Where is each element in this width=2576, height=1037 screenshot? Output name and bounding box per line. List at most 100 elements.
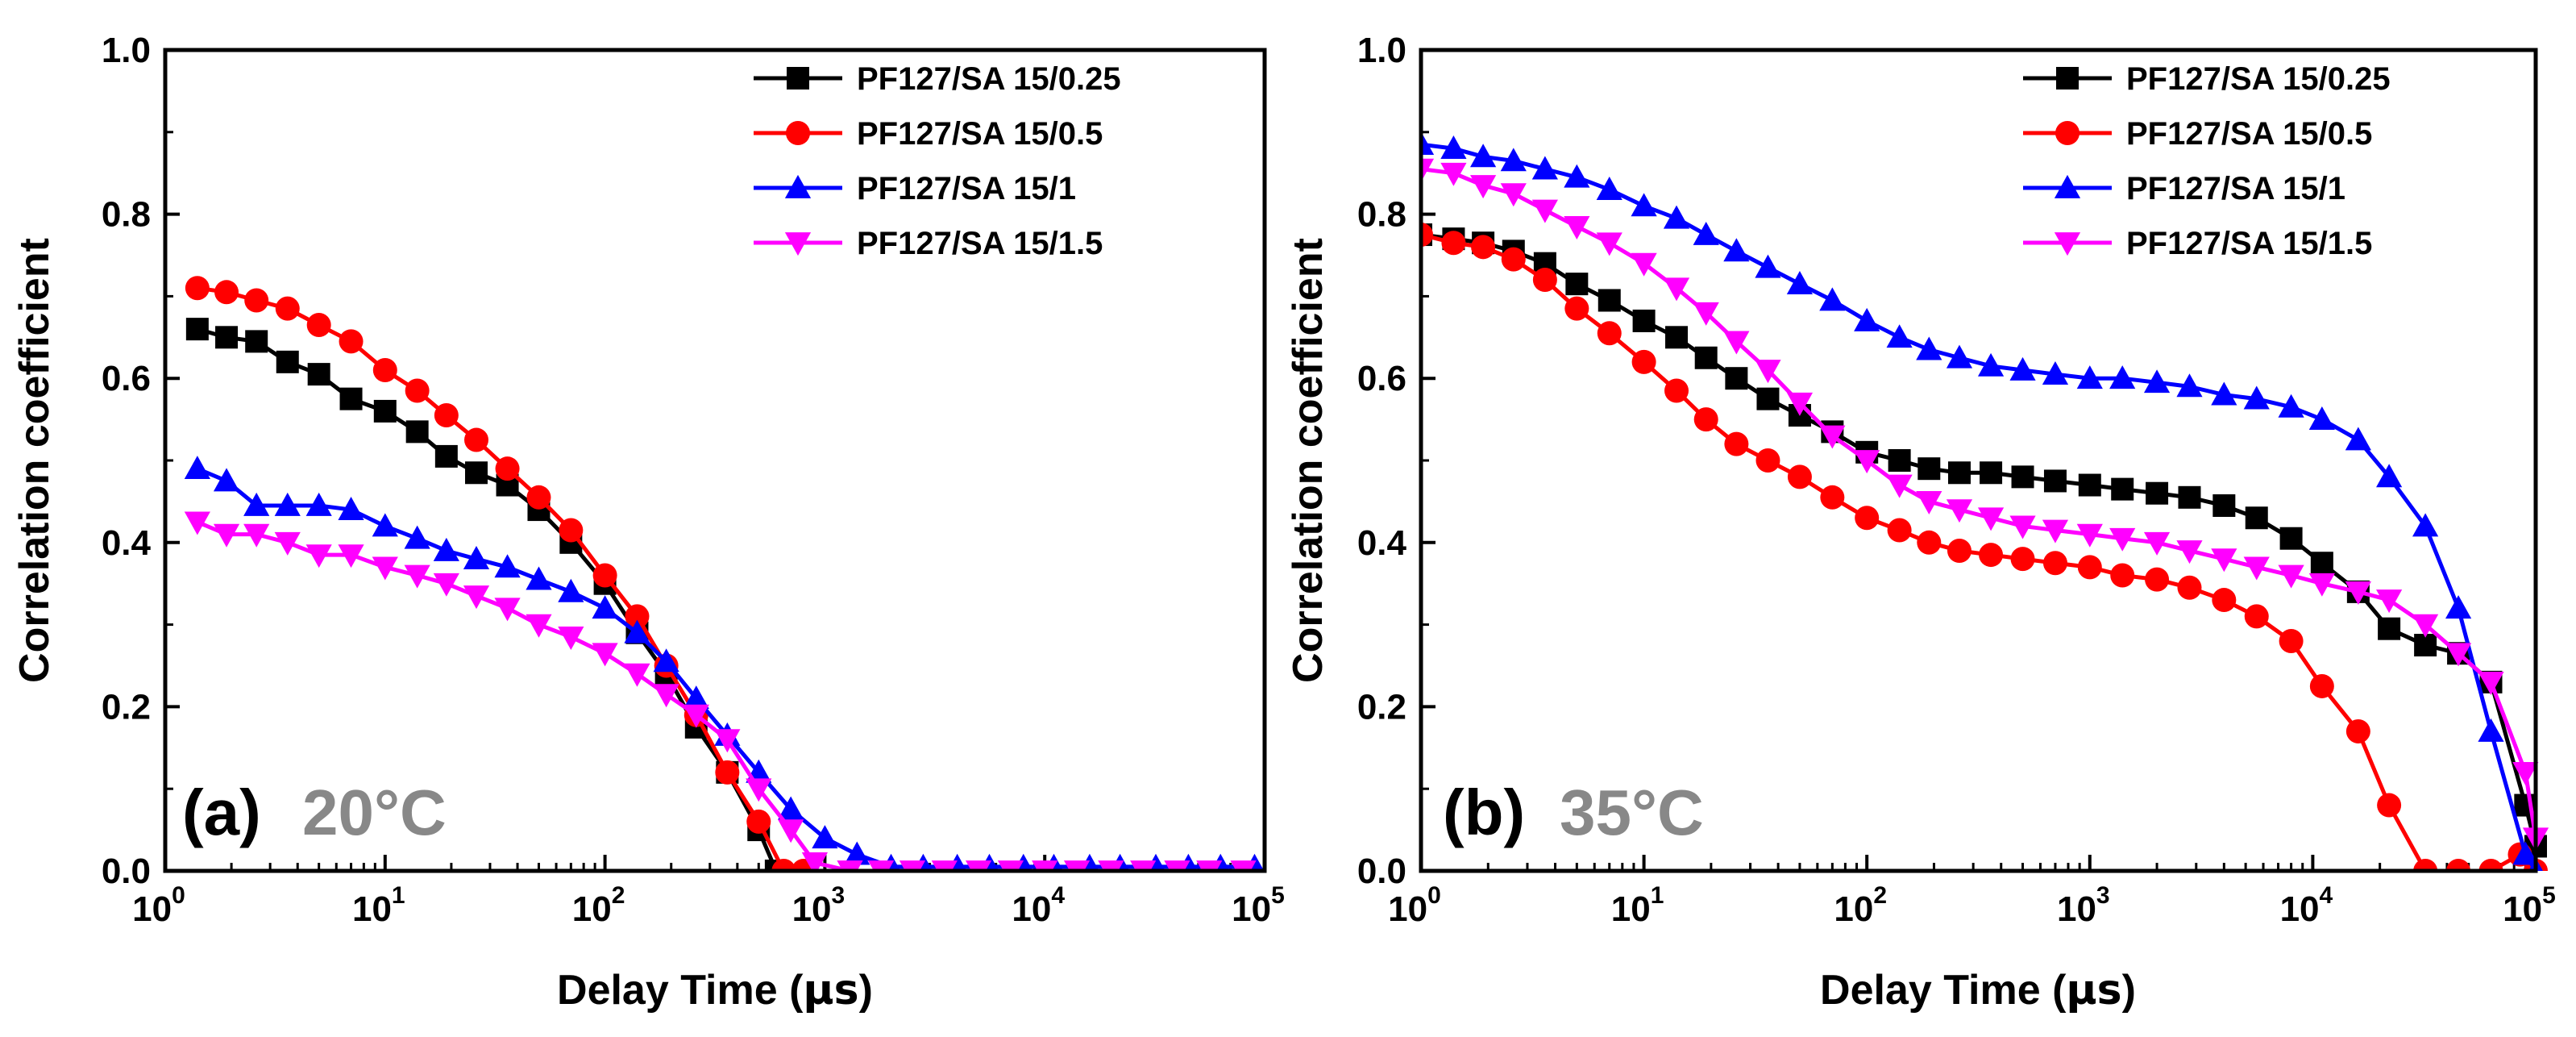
panel-b-series-1-point (1598, 289, 1621, 312)
panel-b-ytick-label: 0.6 (1357, 359, 1406, 398)
panel-a-series-2-point (495, 456, 520, 481)
panel-b-series-2-point (1664, 378, 1689, 403)
panel-b-series-3-point (1470, 144, 1497, 168)
panel-a-series-1-point (185, 318, 209, 341)
panel-b-series-1-point (2245, 506, 2268, 530)
panel-b-series-2-point (1631, 349, 1656, 374)
panel-b-series-4-point (1886, 474, 1913, 498)
panel-a-series-3-point (184, 456, 210, 480)
panel-b-xtick-label: 104 (2280, 882, 2333, 929)
panel-a-series-4-point (526, 614, 552, 638)
panel-a-series-4-point (463, 585, 490, 610)
panel-a-series-4-point (746, 778, 772, 802)
panel-a-legend-item: PF127/SA 15/1.5 (754, 226, 1103, 261)
panel-b-series-4-point (2445, 643, 2472, 667)
panel-a-series-4-point (683, 704, 709, 728)
panel-b-series-4-point (1693, 302, 1719, 326)
panel-b-series-3-point (2211, 381, 2237, 406)
panel-a-legend-item: PF127/SA 15/0.5 (754, 116, 1103, 152)
panel-b-series-4-point (2042, 519, 2069, 543)
panel-b-series-3-point (2345, 427, 2371, 451)
panel-b-legend-label: PF127/SA 15/0.25 (2126, 61, 2391, 97)
panel-b-series-2-point (1441, 231, 1466, 256)
panel-a-series-2-point (185, 276, 210, 301)
panel-a-series-4-point (372, 556, 398, 581)
panel-a-series-4-point (494, 598, 521, 622)
panel-b-series-2-point (2279, 628, 2304, 653)
panel-b-series-3-point (1916, 336, 1942, 360)
panel-b-frame (1419, 48, 2538, 873)
panel-b-series-4-point (1854, 450, 1880, 474)
panel-b-series-3-point (1854, 307, 1880, 331)
panel-b-series-2-point (2446, 859, 2471, 871)
panel-b-series-3-point (2109, 365, 2136, 389)
panel-b-series-1-point (2078, 473, 2101, 497)
panel-b-xtick-label: 100 (1388, 882, 1441, 929)
panel-a-series-3-point (844, 841, 870, 865)
panel-b-series-4-point (2278, 564, 2304, 589)
panel-a-ytick-label: 0.6 (102, 359, 151, 398)
panel-b-series-2-point (1979, 543, 2004, 568)
panel-a-series-4-point (653, 684, 679, 708)
panel-a-series-4-point (801, 852, 829, 871)
panel-a-series-4-point (867, 860, 895, 871)
panel-b-series-2 (1421, 223, 2548, 871)
panel-a-series-3-point (338, 496, 364, 520)
panel-b-legend: PF127/SA 15/0.25 PF127/SA 15/0.5 PF127/SA … (2023, 61, 2391, 261)
panel-b-xtick-label: 105 (2503, 882, 2556, 929)
panel-b-series-2-point (2244, 604, 2269, 629)
panel-b-series-4-point (1596, 232, 1622, 256)
panel-b-legend-marker (2055, 121, 2079, 145)
panel-b-series-2-point (1724, 431, 1749, 456)
panel-a-series-2-point (434, 403, 459, 428)
panel-b-series-4-point (2308, 573, 2335, 597)
panel-a-series-3-point (624, 619, 650, 643)
panel-b-series-4-point (2176, 540, 2203, 564)
panel-b-series-3-point (2076, 365, 2103, 389)
panel-a-series-4-point (624, 663, 650, 687)
panel-a-series-4-point (338, 544, 364, 568)
panel-b-series-2-point (2042, 551, 2067, 576)
panel-b-series-1-point (2178, 485, 2201, 509)
panel-a-legend-label: PF127/SA 15/0.25 (857, 61, 1121, 97)
panel-a-series-3-point (463, 546, 490, 570)
panel-b-series-1-point (2043, 469, 2067, 493)
panel-a-series-3-point (526, 566, 552, 590)
panel-a-legend-item: PF127/SA 15/0.25 (754, 61, 1121, 97)
panel-a-series-4-point (1130, 860, 1157, 871)
panel-b-series-3-point (2445, 595, 2472, 619)
panel-b-series-4-point (1531, 199, 1558, 223)
panel-a-series-4-point (1196, 860, 1223, 871)
panel-a-series-2-point (244, 288, 269, 313)
panel-b-series-3-point (2412, 513, 2439, 537)
panel-a-series-1-point (373, 399, 397, 423)
panel-b-legend-item: PF127/SA 15/1 (2023, 171, 2345, 206)
panel-b-legend-marker (2056, 67, 2079, 90)
panel-a-ticks: 0.0 0.2 0.4 0.6 0.8 1.0 100 101 102 103 104 105 (102, 31, 1285, 929)
panel-a-series-3-point (372, 513, 398, 537)
panel-b-xlabel: Delay Time (μs) (1820, 966, 2136, 1014)
panel-b-series-2-point (1887, 518, 1912, 543)
panel-b-series-1-point (2011, 465, 2034, 489)
panel-b-series-1-point (1632, 309, 1656, 332)
panel-a-series-3-point (558, 578, 584, 602)
panel-b-series-4-point (1440, 162, 1467, 186)
panel-a-series-4-point (274, 531, 301, 556)
panel-b-ytick-label: 0.8 (1357, 195, 1406, 235)
panel-b-series-3-point (2009, 356, 2036, 381)
panel-a-series-3-point (213, 468, 240, 492)
panel-b-series-3-point (1440, 135, 1467, 160)
panel-a-series-1-point (245, 330, 268, 353)
panel-a-series-3-point (683, 685, 709, 710)
panel-b-series-2-point (2345, 718, 2370, 743)
panel-a-series-4-point (243, 523, 270, 548)
panel-a-series-2-point (526, 485, 551, 510)
panel-b-legend-item: PF127/SA 15/0.25 (2023, 61, 2391, 97)
panel-a-series-2-point (372, 358, 397, 383)
panel-a-legend-marker (784, 174, 812, 198)
panel-b-series-2-point (1947, 538, 1971, 563)
panel-a-ytick-label: 0.2 (102, 687, 151, 727)
panel-b-series-2-point (1532, 268, 1557, 293)
panel-a-xtick-label: 105 (1232, 882, 1285, 929)
